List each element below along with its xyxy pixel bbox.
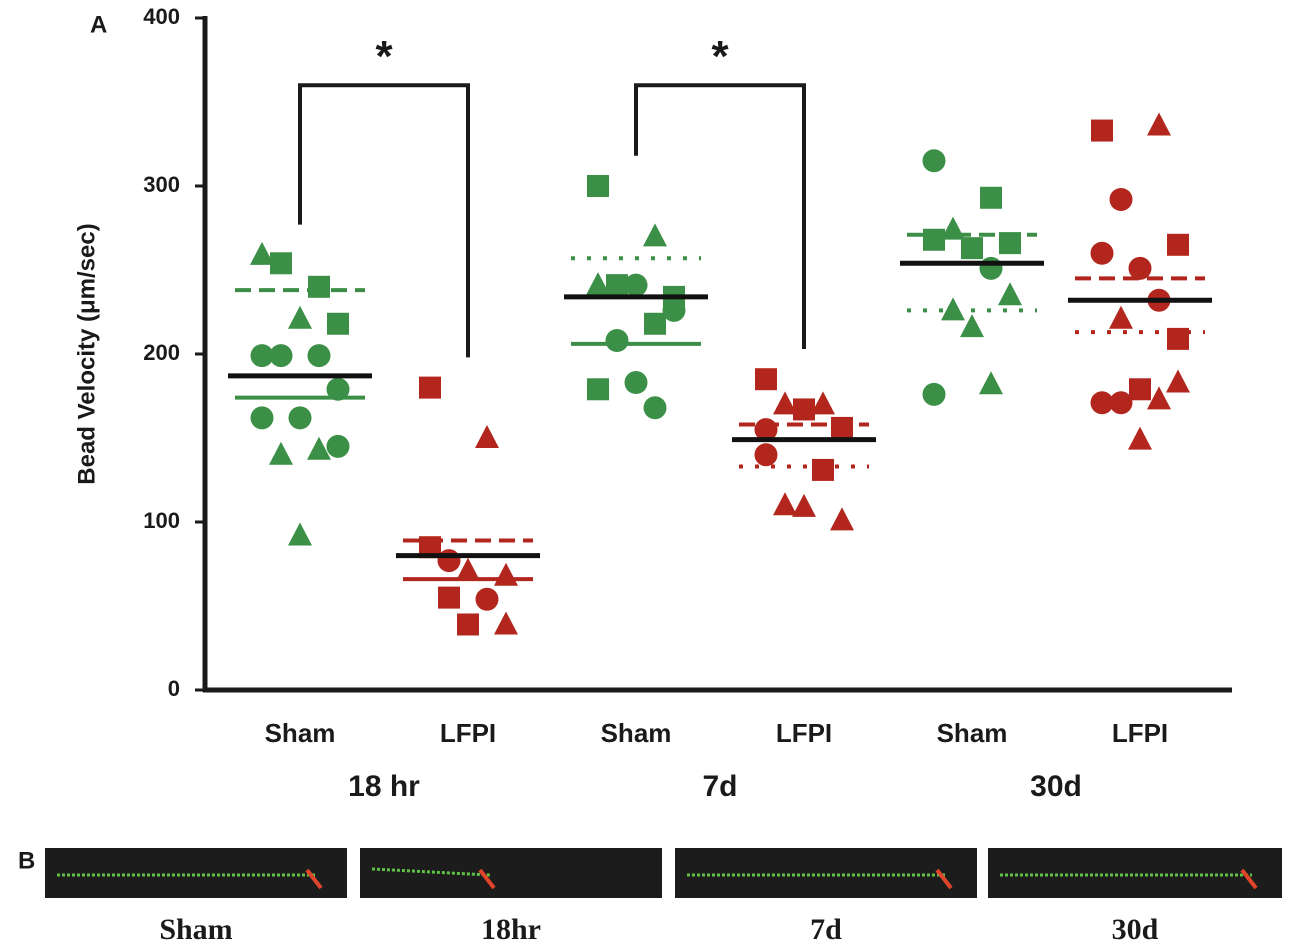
data-point [960,314,984,337]
data-point [1110,188,1133,211]
data-point [270,344,293,367]
y-tick-label: 200 [143,340,180,365]
data-point [327,313,349,335]
y-tick-label: 0 [168,676,180,701]
data-point [961,237,983,259]
data-point [457,613,479,635]
image-panel [360,848,662,898]
data-point [644,313,666,335]
image-label: Sham [159,913,232,946]
data-point [755,368,777,390]
data-point [1167,234,1189,256]
data-point [606,329,629,352]
x-tick-label: Sham [937,718,1008,748]
data-point [1129,378,1151,400]
time-label: 30d [1030,770,1082,803]
x-tick-label: Sham [265,718,336,748]
data-point [308,344,331,367]
significance-star: * [711,32,729,81]
data-point [288,306,312,329]
data-point [812,459,834,481]
data-point [587,378,609,400]
data-point [1167,328,1189,350]
data-point [327,435,350,458]
significance-star: * [375,32,393,81]
time-label: 18 hr [348,770,420,803]
data-point [1091,242,1114,265]
image-label: 18hr [481,913,541,946]
image-panel [988,848,1282,898]
data-point [270,252,292,274]
data-point [494,611,518,634]
time-label: 7d [702,770,737,803]
data-point [269,442,293,465]
data-point [625,274,648,297]
data-point [773,492,797,515]
x-tick-label: LFPI [776,718,832,748]
data-point [1091,120,1113,142]
data-point [1128,427,1152,450]
data-point [476,588,499,611]
significance-bracket [300,85,468,357]
data-point [494,563,518,586]
significance-bracket [636,85,804,349]
y-tick-label: 100 [143,508,180,533]
page: A Bead Velocity (μm/sec) B 0 100 200 300 400… [0,0,1292,946]
image-label: 30d [1112,913,1159,946]
panel-label: A [90,11,107,38]
data-point [475,425,499,448]
data-point [923,149,946,172]
image-panel [675,848,977,898]
data-point [288,522,312,545]
data-point [980,257,1003,280]
data-point [1109,306,1133,329]
y-tick-label: 400 [143,4,180,29]
data-point [1110,391,1133,414]
data-point [289,406,312,429]
x-tick-label: Sham [601,718,672,748]
data-point [755,443,778,466]
data-point [644,396,667,419]
y-tick-label: 300 [143,172,180,197]
data-point [308,276,330,298]
data-point [979,371,1003,394]
data-point [923,383,946,406]
data-point [980,187,1002,209]
data-point [923,229,945,251]
data-point [1129,257,1152,280]
data-point [792,494,816,517]
data-point [587,175,609,197]
data-point [998,282,1022,305]
data-point [793,398,815,420]
image-panel [45,848,347,898]
data-point [625,371,648,394]
data-point [663,299,686,322]
figure: A Bead Velocity (μm/sec) B 0 100 200 300 400… [0,0,1292,946]
data-point [643,223,667,246]
data-point [830,507,854,530]
x-tick-label: LFPI [1112,718,1168,748]
data-point [941,297,965,320]
x-tick-label: LFPI [440,718,496,748]
data-point [831,417,853,439]
data-point [1147,113,1171,136]
image-label: 7d [810,913,842,946]
data-point [251,406,274,429]
panel-label: B [18,847,35,874]
data-point [1166,370,1190,393]
data-point [419,377,441,399]
y-axis-label: Bead Velocity (μm/sec) [73,223,100,484]
data-point [438,587,460,609]
